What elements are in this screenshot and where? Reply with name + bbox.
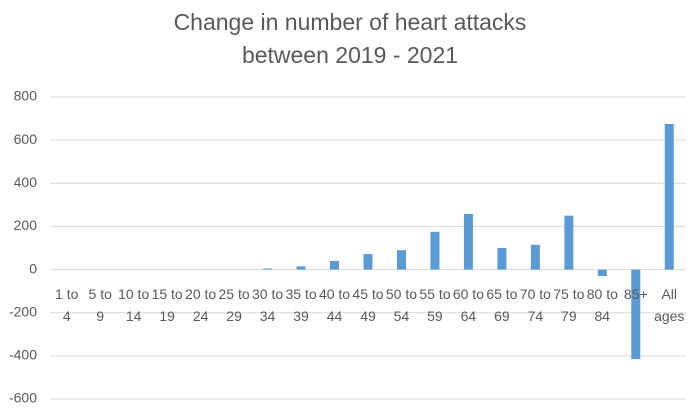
x-tick-label: 35 to 39 <box>285 285 317 324</box>
x-tick-label: 15 to 19 <box>151 285 183 324</box>
x-tick-label: 85+ <box>623 285 648 302</box>
y-tick-label: -200 <box>9 303 37 319</box>
bar <box>530 244 540 270</box>
y-tick-label: 200 <box>14 217 38 233</box>
y-tick-label: 800 <box>14 88 38 104</box>
x-tick-label: 70 to 74 <box>519 285 551 324</box>
x-tick-label: 25 to 29 <box>218 285 250 324</box>
x-tick-label: 45 to 49 <box>352 285 384 324</box>
x-tick-label: 30 to 34 <box>251 285 284 324</box>
x-tick-label: 1 to 4 <box>55 285 79 324</box>
x-tick-label: 50 to 54 <box>385 285 418 324</box>
bar <box>296 266 306 270</box>
x-tick-label: 75 to 79 <box>553 285 585 324</box>
bar <box>396 250 406 270</box>
bar <box>664 123 674 270</box>
x-tick-label: 60 to 64 <box>452 285 484 324</box>
x-tick-label: 80 to 84 <box>586 285 618 324</box>
x-tick-label: 10 to 14 <box>118 285 150 324</box>
chart-title: Change in number of heart attacks betwee… <box>173 9 527 68</box>
bar <box>463 213 473 270</box>
bar <box>263 268 273 270</box>
bar <box>430 231 440 270</box>
bar <box>497 248 507 270</box>
bar <box>363 254 373 270</box>
bar <box>631 269 641 360</box>
x-tick-label: 65 to 69 <box>486 285 518 324</box>
x-tick-label: All ages <box>654 285 685 324</box>
y-tick-label: -400 <box>9 347 37 363</box>
x-tick-label: 20 to 24 <box>185 285 217 324</box>
x-tick-label: 55 to 59 <box>419 285 451 324</box>
bar <box>564 215 574 270</box>
x-tick-label: 5 to 9 <box>88 285 112 324</box>
y-tick-label: 0 <box>29 260 37 276</box>
x-tick-label: 40 to 44 <box>318 285 351 324</box>
y-tick-label: -600 <box>9 390 37 406</box>
y-tick-label: 600 <box>14 131 38 147</box>
bar <box>330 260 340 270</box>
y-tick-label: 400 <box>14 174 38 190</box>
bar <box>597 269 607 277</box>
